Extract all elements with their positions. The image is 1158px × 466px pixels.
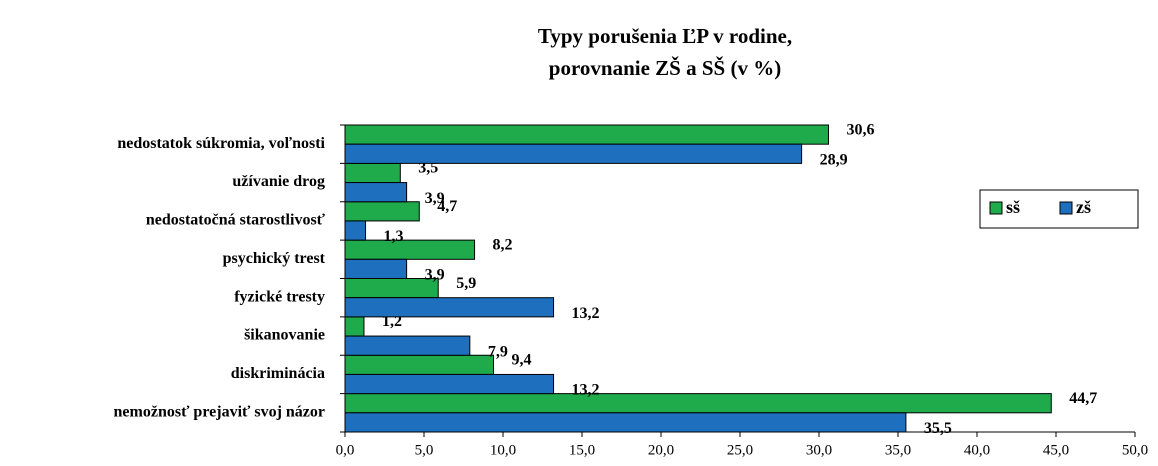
x-tick-label: 45,0 [1043,442,1069,458]
x-tick-label: 10,0 [490,442,516,458]
x-tick-label: 30,0 [806,442,832,458]
x-tick-label: 0,0 [336,442,355,458]
y-tick-label: šikanovanie [244,327,325,344]
value-label: 13,2 [572,305,600,322]
x-tick-label: 5,0 [415,442,434,458]
value-label: 44,7 [1069,390,1097,407]
value-label: 3,9 [425,190,445,207]
legend-label: sš [1006,197,1020,217]
y-tick-label: diskriminácia [231,365,325,382]
bar [344,335,471,356]
bar [344,412,907,433]
y-tick-label: fyzické tresty [234,288,325,305]
value-label: 3,5 [418,160,438,177]
bar [344,393,1052,414]
chart-title: Typy porušenia ĽP v rodine, [538,24,792,48]
bar [344,316,365,337]
bar [344,354,495,375]
bar [344,373,555,395]
x-tick-label: 40,0 [964,442,990,458]
legend-box [979,189,1139,229]
bar [344,220,367,241]
legend-label: zš [1076,197,1091,217]
value-label: 35,5 [924,420,952,437]
value-label: 4,7 [437,198,457,215]
bar [344,258,408,279]
y-tick-label: nedostatok súkromia, voľnosti [117,135,325,152]
y-tick-label: nedostatočná starostlivosť [146,212,326,229]
value-label: 7,9 [488,343,508,360]
value-label: 30,6 [846,121,874,138]
bar [344,201,420,222]
bar [344,182,408,203]
value-label: 1,2 [382,313,402,330]
value-label: 13,2 [572,382,600,399]
y-tick-label: psychický trest [223,250,326,267]
value-label: 1,3 [384,228,404,245]
value-label: 8,2 [493,236,513,253]
y-tick-label: nemožnosť prejaviť svoj názor [114,403,325,420]
bar [344,162,401,184]
value-label: 5,9 [456,275,476,292]
x-tick-label: 35,0 [885,442,911,458]
value-label: 28,9 [820,151,848,168]
chart-title: porovnanie ZŠ a SŠ (v %) [549,56,781,80]
x-tick-label: 50,0 [1122,442,1148,458]
legend-swatch [989,201,1003,215]
bar [344,124,829,145]
y-tick-label: užívanie drog [232,173,325,190]
x-tick-label: 15,0 [569,442,595,458]
legend-swatch [1059,201,1073,215]
bar [344,297,555,318]
x-tick-label: 20,0 [648,442,674,458]
bar [344,239,476,260]
value-label: 3,9 [425,267,445,284]
value-label: 9,4 [512,352,532,369]
bar [344,143,803,164]
x-tick-label: 25,0 [727,442,753,458]
